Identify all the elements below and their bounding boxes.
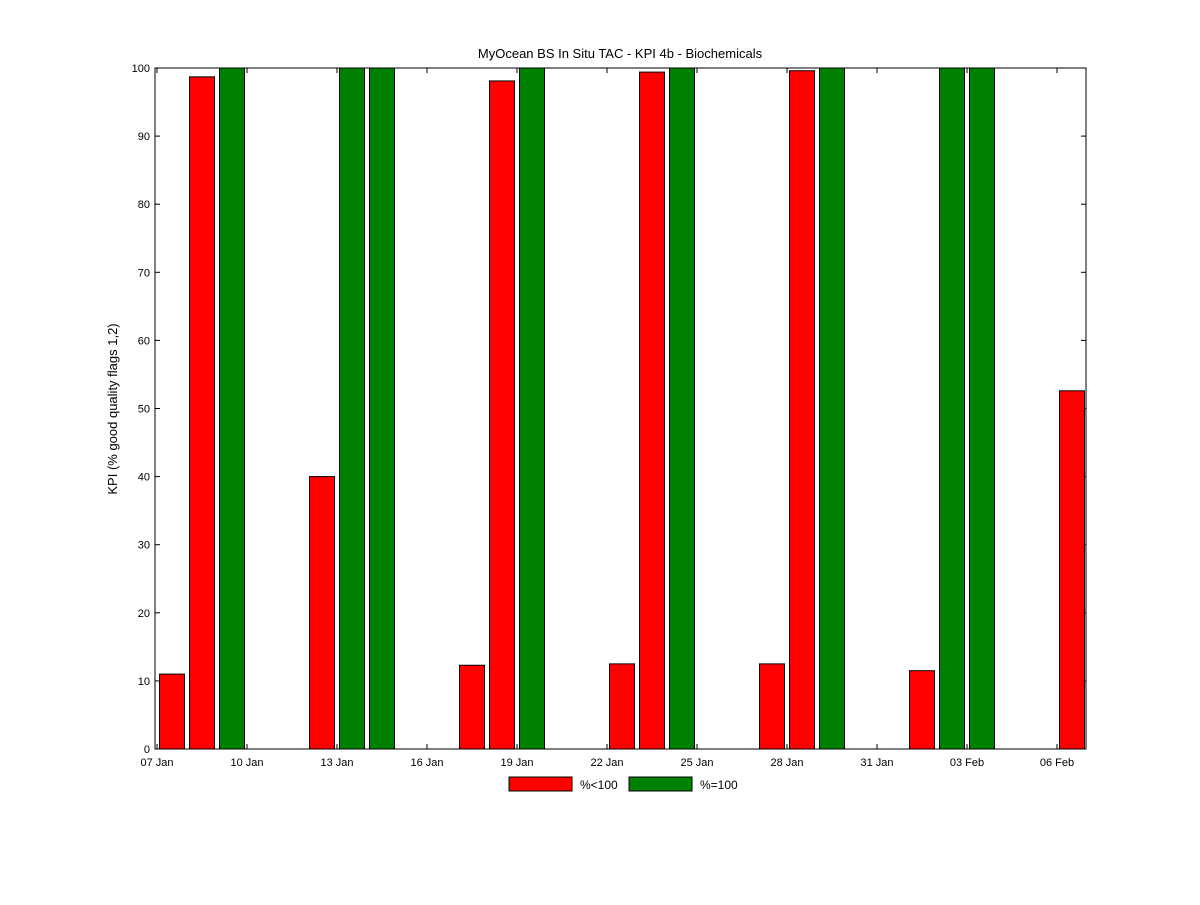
y-tick-label: 100 bbox=[132, 63, 150, 75]
bar-lt100 bbox=[159, 673, 185, 750]
chart-title: MyOcean BS In Situ TAC - KPI 4b - Bioche… bbox=[478, 46, 763, 61]
y-tick-label: 40 bbox=[138, 472, 150, 484]
bars bbox=[159, 67, 1085, 750]
legend: %<100 %=100 bbox=[508, 776, 738, 792]
axis-ticks: 0 10 20 30 40 50 60 70 80 90 100 07 Jan 10 Jan 13 Jan… bbox=[132, 63, 1086, 769]
x-tick-label: 22 Jan bbox=[590, 757, 623, 769]
x-tick-label: 25 Jan bbox=[680, 757, 713, 769]
bar-lt100 bbox=[189, 76, 215, 750]
y-tick-label: 30 bbox=[138, 540, 150, 552]
y-axis-label: KPI (% good quality flags 1,2) bbox=[105, 323, 120, 494]
x-tick-label: 13 Jan bbox=[320, 757, 353, 769]
legend-label: %<100 bbox=[580, 778, 618, 792]
y-tick-label: 70 bbox=[138, 267, 150, 279]
bar-lt100 bbox=[639, 71, 665, 750]
y-tick-label: 0 bbox=[144, 744, 150, 756]
x-tick-label: 16 Jan bbox=[410, 757, 443, 769]
bar-eq100 bbox=[819, 67, 845, 750]
bar-eq100 bbox=[969, 67, 995, 750]
bar-lt100 bbox=[909, 670, 935, 750]
legend-swatch bbox=[508, 776, 573, 792]
y-tick-label: 20 bbox=[138, 608, 150, 620]
bar-lt100 bbox=[489, 80, 515, 750]
bar-lt100 bbox=[309, 476, 335, 750]
y-tick-label: 90 bbox=[138, 131, 150, 143]
legend-label: %=100 bbox=[700, 778, 738, 792]
x-tick-label: 19 Jan bbox=[500, 757, 533, 769]
legend-swatch bbox=[628, 776, 693, 792]
x-tick-label: 28 Jan bbox=[770, 757, 803, 769]
bar-lt100 bbox=[1059, 390, 1085, 750]
x-tick-label: 06 Feb bbox=[1040, 757, 1074, 769]
y-tick-label: 50 bbox=[138, 404, 150, 416]
bar-lt100 bbox=[459, 664, 485, 750]
bar-eq100 bbox=[339, 67, 365, 750]
x-tick-label: 31 Jan bbox=[860, 757, 893, 769]
bar-eq100 bbox=[519, 67, 545, 750]
x-tick-label: 10 Jan bbox=[230, 757, 263, 769]
bar-lt100 bbox=[759, 663, 785, 750]
x-tick-label: 03 Feb bbox=[950, 757, 984, 769]
bar-eq100 bbox=[219, 67, 245, 750]
bar-lt100 bbox=[609, 663, 635, 750]
bar-eq100 bbox=[669, 67, 695, 750]
y-tick-label: 60 bbox=[138, 335, 150, 347]
x-tick-label: 07 Jan bbox=[140, 757, 173, 769]
y-tick-label: 10 bbox=[138, 676, 150, 688]
bar-eq100 bbox=[369, 67, 395, 750]
bar-lt100 bbox=[789, 70, 815, 750]
y-tick-label: 80 bbox=[138, 199, 150, 211]
bar-eq100 bbox=[939, 67, 965, 750]
